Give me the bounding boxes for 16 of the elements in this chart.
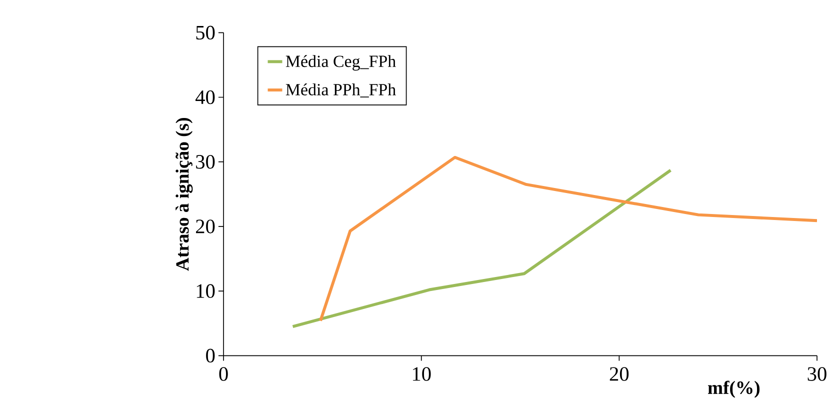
x-tick-label: 0 [219,367,228,382]
y-tick-label: 10 [196,284,215,298]
y-tick-label: 0 [206,348,215,363]
line-series [318,156,817,322]
y-axis-title: Atraso à ignição (s) [176,118,193,272]
x-tick-label: 20 [610,367,629,382]
legend-label: Média PPh_FPh [286,84,396,98]
y-tick-label: 20 [196,220,215,234]
x-axis-title: mf(%) [708,380,760,398]
y-tick-label: 30 [196,155,215,169]
x-tick-label: 10 [412,367,431,382]
x-tick-label: 30 [808,367,826,382]
y-tick-label: 40 [196,90,215,104]
y-tick-label: 50 [196,26,215,40]
legend-label: Média Ceg_FPh [286,55,396,71]
line-series [291,168,672,328]
